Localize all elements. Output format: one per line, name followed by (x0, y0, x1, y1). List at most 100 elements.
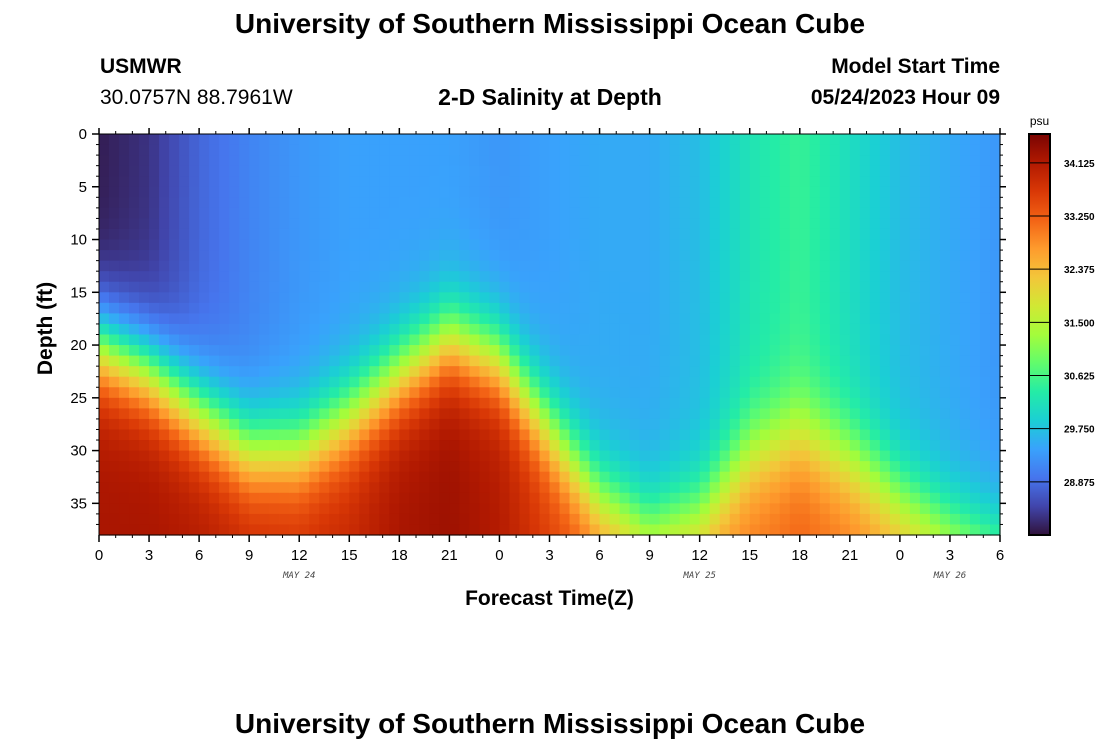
heatmap-cell (749, 334, 761, 346)
heatmap-cell (229, 134, 240, 146)
heatmap-cell (279, 355, 290, 367)
heatmap-cell (149, 492, 160, 504)
heatmap-cell (499, 418, 511, 431)
heatmap-cell (459, 345, 471, 357)
heatmap-cell (429, 524, 440, 536)
heatmap-cell (509, 260, 521, 272)
heatmap-cell (489, 355, 501, 367)
heatmap-cell (739, 207, 751, 220)
heatmap-cell (499, 176, 511, 188)
heatmap-cell (459, 334, 471, 346)
heatmap-cell (939, 186, 951, 198)
heatmap-cell (799, 228, 811, 241)
heatmap-cell (459, 450, 471, 462)
heatmap-cell (379, 397, 390, 409)
heatmap-cell (419, 461, 430, 473)
heatmap-cell (529, 207, 541, 220)
heatmap-cell (539, 408, 551, 420)
heatmap-cell (939, 134, 951, 146)
heatmap-cell (949, 281, 961, 293)
heatmap-cell (569, 228, 581, 241)
heatmap-cell (229, 176, 240, 188)
heatmap-cell (559, 524, 571, 536)
heatmap-cell (629, 429, 641, 441)
heatmap-cell (589, 418, 601, 431)
heatmap-cell (939, 440, 951, 452)
heatmap-cell (359, 260, 370, 272)
heatmap-cell (599, 218, 611, 230)
heatmap-cell (169, 366, 180, 378)
heatmap-cell (329, 450, 340, 462)
heatmap-cell (709, 281, 721, 293)
heatmap-cell (979, 345, 991, 357)
heatmap-cell (119, 471, 130, 483)
heatmap-cell (609, 408, 621, 420)
heatmap-cell (119, 461, 130, 473)
heatmap-cell (319, 366, 330, 378)
heatmap-cell (499, 440, 511, 452)
heatmap-cell (919, 440, 931, 452)
heatmap-cell (249, 513, 260, 526)
heatmap-cell (529, 313, 541, 325)
heatmap-cell (879, 144, 891, 156)
heatmap-cell (179, 281, 190, 293)
heatmap-cell (699, 250, 711, 262)
heatmap-cell (259, 323, 270, 336)
heatmap-cell (769, 376, 781, 388)
heatmap-cell (619, 302, 631, 314)
heatmap-cell (329, 355, 340, 367)
heatmap-cell (909, 345, 921, 357)
heatmap-cell (619, 228, 631, 241)
heatmap-cell (209, 155, 220, 167)
heatmap-cell (189, 176, 200, 188)
heatmap-cell (719, 376, 731, 388)
x-tick-label: 9 (245, 547, 253, 564)
heatmap-cell (739, 302, 751, 314)
heatmap-cell (719, 503, 731, 515)
heatmap-cell (739, 397, 751, 409)
heatmap-cell (969, 418, 981, 431)
heatmap-cell (279, 513, 290, 526)
heatmap-cell (769, 186, 781, 198)
colorbar-tick-label: 31.500 (1064, 318, 1095, 329)
heatmap-cell (759, 155, 771, 167)
heatmap-cell (439, 186, 450, 198)
heatmap-cell (659, 345, 671, 357)
heatmap-cell (369, 218, 380, 230)
heatmap-cell (489, 429, 501, 441)
heatmap-cell (699, 239, 711, 251)
heatmap-cell (159, 186, 170, 198)
heatmap-cell (899, 197, 911, 209)
heatmap-cell (949, 239, 961, 251)
heatmap-cell (989, 302, 1001, 314)
heatmap-cell (779, 176, 791, 188)
heatmap-cell (619, 155, 631, 167)
heatmap-cell (389, 302, 400, 314)
heatmap-cell (159, 387, 170, 399)
heatmap-cell (639, 260, 651, 272)
heatmap-cell (719, 397, 731, 409)
heatmap-cell (949, 323, 961, 336)
heatmap-cell (259, 471, 270, 483)
heatmap-cell (779, 376, 791, 388)
heatmap-cell (929, 450, 941, 462)
heatmap-cell (369, 376, 380, 388)
heatmap-cell (609, 513, 621, 526)
heatmap-cell (569, 271, 581, 283)
heatmap-cell (169, 186, 180, 198)
heatmap-cell (769, 281, 781, 293)
heatmap-cell (719, 492, 731, 504)
heatmap-cell (669, 218, 681, 230)
colorbar: psu34.12533.25032.37531.50030.62529.7502… (1028, 114, 1095, 536)
heatmap-cell (359, 207, 370, 220)
heatmap-cell (339, 471, 350, 483)
heatmap-cell (859, 313, 871, 325)
heatmap-cell (469, 482, 481, 494)
heatmap-cell (919, 186, 931, 198)
heatmap-cell (399, 387, 410, 399)
heatmap-cell (769, 471, 781, 483)
heatmap-cell (689, 355, 701, 367)
heatmap-cell (499, 165, 511, 177)
heatmap-cell (279, 387, 290, 399)
heatmap-cell (399, 250, 410, 262)
